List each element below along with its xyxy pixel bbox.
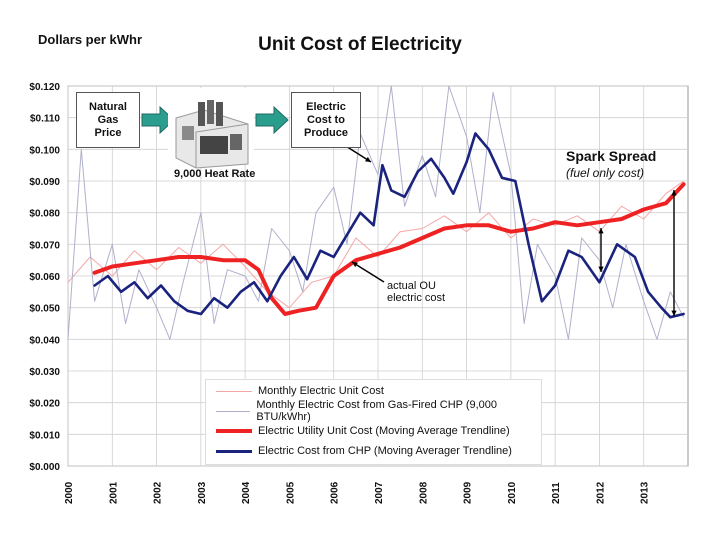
box-gas-line-3: Price bbox=[94, 126, 122, 139]
legend-swatch-monthly-chp bbox=[216, 410, 251, 412]
legend-label-monthly-unit: Monthly Electric Unit Cost bbox=[258, 385, 384, 397]
series-line-monthly-unit bbox=[67, 180, 685, 309]
series-line-monthly-chp bbox=[67, 85, 685, 340]
legend-label-utility-trend: Electric Utility Unit Cost (Moving Avera… bbox=[258, 425, 510, 437]
y-tick-label: $0.080 bbox=[29, 209, 60, 220]
x-tick-label: 2005 bbox=[285, 481, 296, 504]
actual-ou-line-1: actual OU bbox=[387, 280, 436, 292]
spark-spread-arrow-2012-head bbox=[598, 266, 604, 272]
x-tick-label: 2002 bbox=[153, 481, 164, 504]
x-tick-label: 2013 bbox=[640, 481, 651, 504]
x-tick-label: 2003 bbox=[197, 481, 208, 504]
spark-spread-arrow-2012-head bbox=[598, 228, 604, 234]
y-tick-label: $0.110 bbox=[30, 114, 60, 125]
x-tick-label: 2010 bbox=[507, 481, 518, 504]
plant-window-grid bbox=[200, 136, 228, 154]
plant-tank-1 bbox=[198, 102, 205, 126]
y-tick-label: $0.040 bbox=[29, 335, 60, 346]
box-gas-line-1: Natural bbox=[89, 100, 127, 113]
heat-rate-label: 9,000 Heat Rate bbox=[174, 168, 256, 180]
box-electric-line-1: Electric bbox=[306, 100, 346, 113]
legend-item-utility-trend: Electric Utility Unit Cost (Moving Avera… bbox=[216, 423, 510, 439]
natural-gas-price-box: Natural Gas Price bbox=[76, 92, 140, 148]
spark-spread-sublabel: (fuel only cost) bbox=[566, 166, 645, 180]
plant-tank-3 bbox=[216, 102, 223, 126]
y-tick-label: $0.010 bbox=[29, 430, 60, 441]
arrow-right-icon bbox=[141, 105, 175, 135]
x-tick-label: 2000 bbox=[64, 481, 75, 504]
x-tick-label: 2001 bbox=[108, 481, 119, 504]
y-tick-label: $0.070 bbox=[29, 240, 60, 251]
y-tick-label: $0.020 bbox=[29, 399, 60, 410]
y-tick-label: $0.090 bbox=[29, 177, 60, 188]
box-electric-line-2: Cost to bbox=[307, 113, 345, 126]
x-tick-label: 2007 bbox=[374, 481, 385, 504]
actual-ou-pointer-arrow bbox=[351, 261, 385, 283]
electric-cost-pointer-arrow-head bbox=[365, 156, 371, 162]
y-tick-label: $0.120 bbox=[29, 82, 60, 93]
y-tick-label: $0.050 bbox=[29, 304, 60, 315]
chart-title: Unit Cost of Electricity bbox=[258, 34, 462, 55]
power-plant-edge bbox=[195, 123, 249, 168]
arrow-right-icon bbox=[255, 105, 289, 135]
plant-window-left bbox=[182, 126, 194, 140]
x-tick-label: 2006 bbox=[330, 481, 341, 504]
series-line-utility-trend bbox=[92, 182, 686, 316]
legend-label-monthly-chp: Monthly Electric Cost from Gas-Fired CHP… bbox=[256, 399, 498, 423]
legend: Monthly Electric Unit Cost Monthly Elect… bbox=[205, 379, 542, 465]
y-axis-label: Dollars per kWhr bbox=[38, 32, 142, 47]
y-tick-label: $0.000 bbox=[29, 462, 60, 473]
x-tick-label: 2008 bbox=[418, 481, 429, 504]
plant-window-right bbox=[230, 134, 242, 150]
y-tick-label: $0.060 bbox=[29, 272, 60, 283]
legend-swatch-monthly-unit bbox=[216, 390, 252, 392]
legend-item-chp-trend: Electric Cost from CHP (Moving Averager … bbox=[216, 443, 512, 459]
actual-ou-pointer-arrow-head bbox=[352, 262, 358, 268]
actual-ou-line-2: electric cost bbox=[387, 292, 446, 304]
legend-swatch-utility-trend bbox=[216, 429, 252, 433]
x-tick-label: 2011 bbox=[551, 482, 562, 504]
actual-ou-annotation: actual OU electric cost bbox=[387, 280, 445, 304]
series-line-chp-trend bbox=[93, 132, 685, 319]
box-gas-line-2: Gas bbox=[97, 113, 119, 126]
spark-spread-label: Spark Spread bbox=[566, 148, 657, 164]
x-tick-label: 2004 bbox=[241, 481, 252, 504]
x-tick-label: 2009 bbox=[463, 481, 474, 504]
spark-spread-arrow-2013-head bbox=[671, 310, 677, 316]
box-electric-line-3: Produce bbox=[303, 126, 348, 139]
plant-tank-2 bbox=[207, 100, 214, 124]
electric-cost-box: Electric Cost to Produce bbox=[291, 92, 361, 148]
legend-item-monthly-unit: Monthly Electric Unit Cost bbox=[216, 383, 384, 399]
legend-swatch-chp-trend bbox=[216, 449, 252, 453]
x-tick-label: 2012 bbox=[595, 481, 606, 504]
y-tick-label: $0.100 bbox=[29, 145, 60, 156]
legend-label-chp-trend: Electric Cost from CHP (Moving Averager … bbox=[258, 445, 512, 457]
legend-item-monthly-chp: Monthly Electric Cost from Gas-Fired CHP… bbox=[216, 399, 541, 423]
y-axis-label-text: Dollars per kWhr bbox=[38, 32, 143, 47]
spark-spread-arrow-2013-head bbox=[671, 190, 677, 196]
y-tick-label: $0.030 bbox=[29, 367, 60, 378]
